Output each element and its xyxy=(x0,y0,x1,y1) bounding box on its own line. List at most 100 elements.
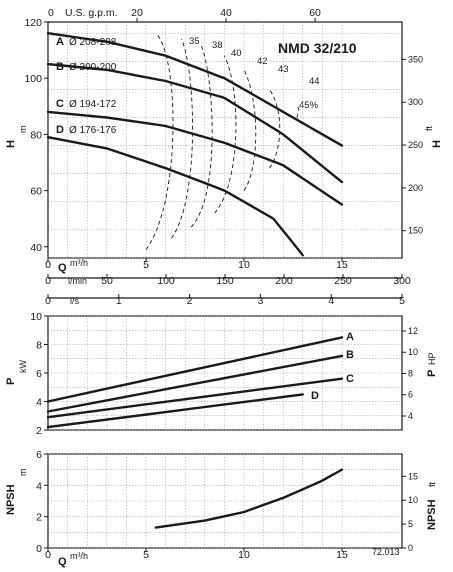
x-tick-gpm-label: 40 xyxy=(220,7,232,19)
head-axis-letter: H xyxy=(5,140,17,148)
x-tick-lmin-label: 300 xyxy=(393,275,411,287)
efficiency-label-40: 40 xyxy=(231,48,242,59)
y-right-tick-label: 350 xyxy=(408,54,423,64)
efficiency-label-43: 43 xyxy=(278,64,289,75)
y-tick-label: 8 xyxy=(36,340,42,352)
efficiency-line-6 xyxy=(296,106,300,118)
x-tick-ls-label: 1 xyxy=(116,295,122,307)
curve-head-b xyxy=(46,62,344,184)
footer-code: 72.013 xyxy=(372,547,400,557)
x-tick-ls-label: 4 xyxy=(328,295,334,307)
power-axis-unit: kW xyxy=(18,360,28,374)
x-tick-lmin-label: 100 xyxy=(157,275,175,287)
x-tick-q-label: 10 xyxy=(238,259,250,271)
npsh-axis-letter: NPSH xyxy=(5,484,17,515)
npsh-right-axis-letter: NPSH xyxy=(426,499,438,530)
efficiency-label-44: 44 xyxy=(309,76,320,87)
y-right-tick-label: 150 xyxy=(408,226,423,236)
lmin-axis-label: l/min xyxy=(68,276,87,286)
y-tick-label: 60 xyxy=(30,186,42,198)
efficiency-line-2 xyxy=(190,44,213,228)
curve-power-b xyxy=(46,354,344,413)
curve-b-letter: B xyxy=(56,61,64,73)
q-axis-letter: Q xyxy=(58,262,67,274)
y-right-tick-label: 4 xyxy=(408,411,413,421)
x-tick-lmin-label: 0 xyxy=(45,275,51,287)
npsh-axis-unit: m xyxy=(18,469,28,477)
y-right-tick-label: 12 xyxy=(408,326,418,336)
x-tick-q-npsh-label: 15 xyxy=(336,549,348,561)
y-right-tick-label: 6 xyxy=(408,390,413,400)
y-tick-label: 100 xyxy=(24,73,42,85)
y-tick-label: 2 xyxy=(36,425,42,437)
efficiency-line-3 xyxy=(214,55,237,214)
x-tick-lmin-label: 50 xyxy=(101,275,113,287)
x-tick-q-label: 15 xyxy=(336,259,348,271)
head-chart-frame xyxy=(47,21,403,259)
head-axis-unit: m xyxy=(18,126,28,134)
curve-power-a xyxy=(46,336,344,403)
y-right-tick-label: 10 xyxy=(408,495,418,505)
curve-a-letter: A xyxy=(56,36,64,48)
x-tick-q-npsh-label: 0 xyxy=(45,549,51,561)
curve-d-letter: D xyxy=(56,124,64,136)
npsh-q-axis-letter: Q xyxy=(58,556,67,568)
x-tick-ls-label: 0 xyxy=(45,295,51,307)
x-tick-gpm-label: 20 xyxy=(131,7,143,19)
y-tick-label: 6 xyxy=(36,368,42,380)
npsh-right-axis-unit: ft xyxy=(427,481,437,487)
curve-d-diameter: Ø 176-176 xyxy=(69,125,117,136)
x-tick-ls-label: 5 xyxy=(399,295,405,307)
power-curve-c-letter: C xyxy=(346,373,354,385)
x-tick-q-label: 0 xyxy=(45,259,51,271)
head-right-axis-unit: ft xyxy=(424,125,434,131)
efficiency-line-5 xyxy=(269,89,281,169)
efficiency-label-45: 45% xyxy=(299,100,319,111)
y-right-tick-label: 250 xyxy=(408,140,423,150)
y-right-tick-label: 15 xyxy=(408,471,418,481)
power-curve-b-letter: B xyxy=(346,349,354,361)
power-curve-a-letter: A xyxy=(346,331,354,343)
power-axis-letter: P xyxy=(5,378,17,385)
x-tick-ls-label: 2 xyxy=(187,295,193,307)
y-tick-label: 4 xyxy=(36,397,42,409)
curve-head-c xyxy=(46,110,344,206)
x-tick-lmin-label: 250 xyxy=(334,275,352,287)
efficiency-line-1 xyxy=(171,38,194,239)
y-tick-label: 10 xyxy=(30,311,42,323)
y-right-tick-label: 5 xyxy=(408,519,413,529)
curve-npsh-npsh xyxy=(154,468,344,529)
y-tick-label: 80 xyxy=(30,129,42,141)
x-tick-q-label: 5 xyxy=(143,259,149,271)
curve-head-d xyxy=(46,136,304,257)
x-tick-q-npsh-label: 10 xyxy=(238,549,250,561)
efficiency-label-35: 35 xyxy=(189,36,200,47)
top-axis-label: U.S. g.p.m. xyxy=(65,7,118,19)
y-tick-label: 0 xyxy=(36,543,42,555)
x-tick-lmin-label: 150 xyxy=(216,275,234,287)
curve-c-letter: C xyxy=(56,98,64,110)
x-tick-ls-label: 3 xyxy=(257,295,263,307)
top-axis-zero: 0 xyxy=(48,7,54,19)
curve-power-c xyxy=(46,377,344,419)
q-axis-unit: m³/h xyxy=(70,258,88,268)
y-tick-label: 120 xyxy=(24,17,42,29)
power-right-axis-letter: P xyxy=(426,370,438,377)
curve-power-d xyxy=(46,393,304,429)
x-tick-gpm-label: 60 xyxy=(309,7,321,19)
y-tick-label: 2 xyxy=(36,512,42,524)
curve-head-a xyxy=(46,32,344,147)
y-tick-label: 4 xyxy=(36,480,42,492)
efficiency-line-0 xyxy=(145,32,174,250)
y-right-tick-label: 300 xyxy=(408,97,423,107)
x-tick-lmin-label: 200 xyxy=(275,275,293,287)
efficiency-line-4 xyxy=(243,69,257,191)
power-right-axis-unit: HP xyxy=(427,352,437,365)
y-right-tick-label: 200 xyxy=(408,183,423,193)
curve-c-diameter: Ø 194-172 xyxy=(69,99,117,110)
y-right-tick-label: 10 xyxy=(408,347,418,357)
curve-a-diameter: Ø 208-208 xyxy=(69,37,117,48)
x-tick-q-npsh-label: 5 xyxy=(143,549,149,561)
efficiency-label-38: 38 xyxy=(212,40,223,51)
